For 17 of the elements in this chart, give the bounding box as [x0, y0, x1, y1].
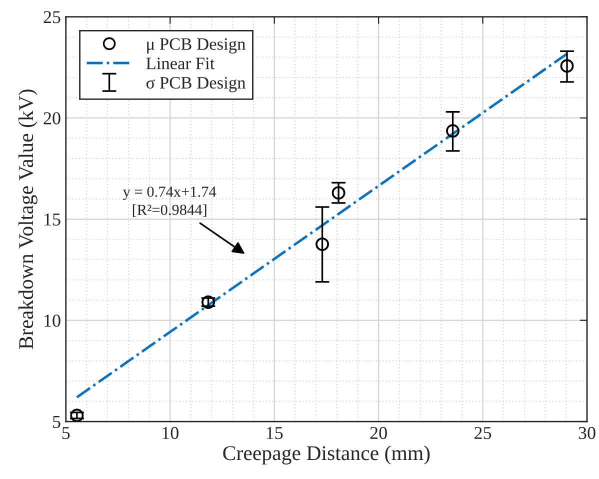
annotation: y = 0.74x+1.74 [R²=0.9844]: [122, 186, 216, 217]
x-tick-label: 15: [266, 426, 283, 440]
y-tick-label: 25: [44, 11, 60, 24]
x-tick-label: 30: [578, 426, 596, 440]
legend-label: σ PCB Design: [146, 76, 246, 92]
x-tick-label: 5: [62, 427, 70, 440]
x-tick-label: 25: [474, 426, 492, 440]
legend-label: μ PCB Design: [147, 38, 246, 54]
x-axis-title: Creepage Distance (mm): [223, 446, 430, 464]
y-tick-label: 10: [44, 314, 60, 327]
y-tick-label: 5: [53, 416, 60, 428]
x-tick-label: 20: [370, 426, 387, 440]
legend-label: Linear Fit: [146, 58, 215, 70]
y-tick-label: 20: [44, 112, 60, 124]
y-axis-title: Breakdown Voltage Value (kV): [18, 90, 38, 350]
y-tick-label: 15: [44, 213, 60, 226]
x-tick-label: 10: [162, 426, 178, 440]
